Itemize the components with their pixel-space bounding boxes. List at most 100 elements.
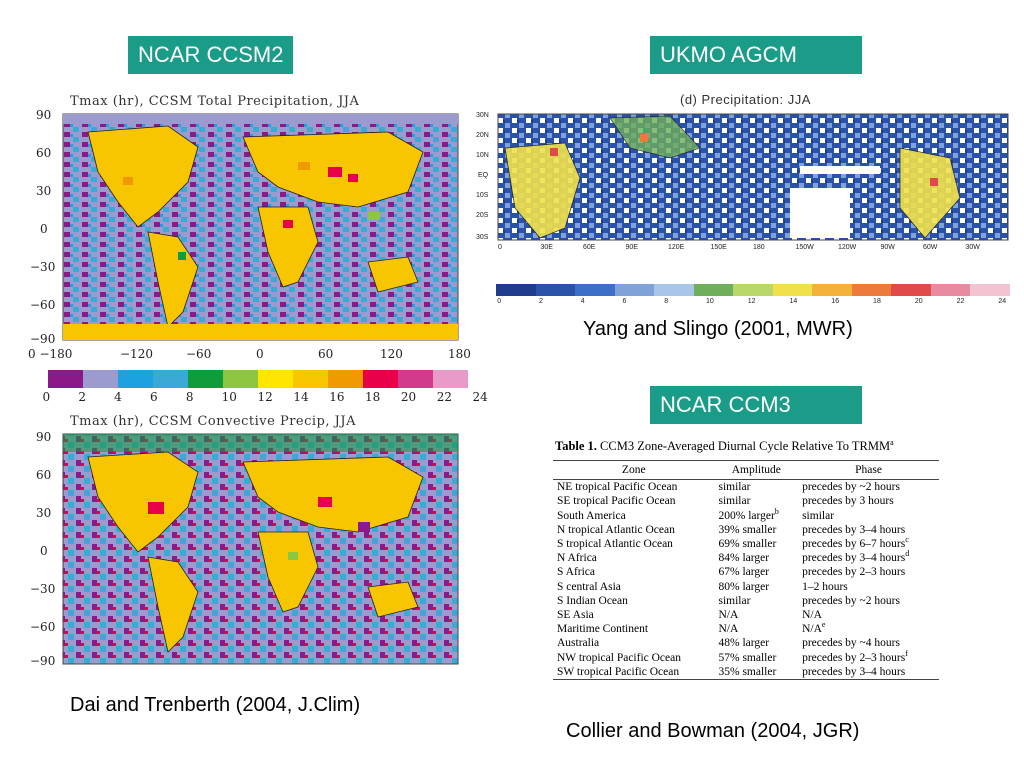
header-zone: Zone [553, 459, 715, 481]
cell-text: precedes by ~2 hours [802, 594, 900, 607]
colorbar-label: 16 [831, 298, 840, 305]
colorbar-label: 10 [221, 390, 237, 404]
zone-cell: SE Asia [553, 608, 715, 622]
colorbar-label: 8 [664, 298, 669, 305]
cell-text: N/A [802, 609, 822, 622]
colorbar-swatch [535, 284, 576, 296]
cell-text: SE tropical Pacific Ocean [557, 495, 676, 508]
amplitude-cell: 35% smaller [714, 664, 799, 681]
colorbar-swatch [812, 284, 852, 296]
phase-cell: precedes by 3–4 hours [798, 523, 939, 537]
cell-text: NE tropical Pacific Ocean [557, 481, 678, 494]
ukmo-precip-map [497, 113, 1009, 241]
colorbar-label: 6 [150, 390, 158, 404]
zone-cell: S Indian Ocean [553, 594, 715, 608]
lat-tick: 0 [40, 544, 48, 558]
lat-tick: 0 [40, 222, 48, 236]
cell-text: 200% larger [718, 509, 775, 522]
colorbar-label: 6 [622, 298, 627, 305]
cell-text: 1–2 hours [802, 580, 848, 593]
cell-text: similar [718, 495, 751, 508]
phase-cell: 1–2 hours [798, 580, 939, 594]
phase-cell: precedes by ~4 hours [798, 636, 939, 650]
phase-cell: precedes by 3–4 hours [798, 664, 939, 681]
colorbar-swatch [772, 284, 813, 296]
ccsm-total-precip-figure: Tmax (hr), CCSM Total Precipitation, JJA… [28, 92, 478, 364]
lat-tick: −30 [30, 260, 56, 274]
amplitude-cell: 48% larger [715, 636, 799, 650]
cell-text: precedes by 2–3 hours [802, 651, 906, 664]
cell-text: 69% smaller [718, 538, 777, 551]
colorbar-label: 24 [998, 298, 1007, 305]
amplitude-cell: similar [715, 494, 799, 508]
colorbar-label: 8 [185, 390, 194, 404]
lon-tick: 30W [965, 244, 980, 251]
zone-cell: NW tropical Pacific Ocean [553, 651, 715, 665]
cell-text: 57% smaller [718, 651, 777, 664]
table-row: SE tropical Pacific Ocean similar precedes… [553, 494, 939, 508]
cell-text: precedes by 2–3 hours [802, 566, 906, 579]
cell-text: Maritime Continent [557, 623, 649, 636]
lat-tick: 30 [36, 506, 52, 520]
lon-tick: 0 [498, 244, 502, 251]
ncar-ccsm2-badge: NCAR CCSM2 [128, 36, 294, 74]
cell-text: precedes by 3–4 hours [802, 665, 906, 678]
amplitude-cell: 67% larger [715, 565, 799, 579]
lon-tick: 30E [540, 244, 553, 251]
cell-text: S tropical Atlantic Ocean [557, 538, 673, 551]
lat-tick: 90 [36, 108, 52, 122]
lon-tick: 120E [668, 244, 685, 251]
amplitude-cell: N/A [715, 608, 799, 622]
amplitude-cell: 80% larger [715, 580, 799, 594]
zone-cell: SE tropical Pacific Ocean [553, 494, 715, 508]
amplitude-cell: 69% smaller [715, 537, 799, 551]
table-row: NE tropical Pacific Ocean similar precedes… [553, 480, 939, 495]
cell-text: N/A [718, 609, 739, 622]
cell-text: SW tropical Pacific Ocean [557, 665, 680, 678]
colorbar-label: 4 [114, 390, 122, 404]
cell-text: N/A [802, 623, 822, 636]
colorbar-swatch [575, 284, 615, 296]
lon-tick: 90E [625, 244, 638, 251]
footnote-marker: b [774, 506, 779, 516]
zone-cell: SW tropical Pacific Ocean [553, 664, 715, 681]
map-title: Tmax (hr), CCSM Convective Precip, JJA [70, 414, 356, 429]
cell-text: South America [557, 509, 626, 522]
lat-tick: 30S [476, 234, 489, 241]
table-row: NW tropical Pacific Ocean 57% smaller prec… [553, 649, 939, 665]
colorbar-swatch [258, 370, 293, 388]
cell-text: 35% smaller [718, 665, 777, 678]
lat-tick: −30 [30, 582, 56, 596]
colorbar-label: 18 [873, 298, 881, 305]
footnote-marker: d [905, 549, 910, 559]
colorbar-swatch [693, 284, 734, 296]
colorbar-label: 0 [497, 298, 502, 305]
dai-trenberth-caption: Dai and Trenberth (2004, J.Clim) [70, 694, 361, 716]
lon-tick: 60W [923, 244, 938, 251]
zone-cell: NE tropical Pacific Ocean [553, 480, 715, 495]
lat-tick: 20S [476, 212, 489, 219]
phase-cell: precedes by ~2 hours [798, 480, 939, 495]
ncar-ccm3-badge: NCAR CCM3 [650, 386, 862, 424]
ukmo-colorbar [496, 284, 1010, 296]
lon-tick: −60 [186, 347, 212, 361]
lat-tick: 10N [476, 152, 489, 159]
colorbar-label: 14 [293, 390, 309, 404]
ccsm-colorbar-labels: 0 2 4 6 8 10 12 14 16 18 20 22 24 [38, 390, 487, 406]
amplitude-cell: N/A [715, 622, 799, 636]
colorbar-swatch [293, 370, 328, 388]
cell-text: Australia [557, 637, 600, 650]
phase-cell: precedes by ~2 hours [798, 594, 939, 608]
amplitude-cell: similar [715, 594, 799, 608]
lon-tick: 90W [880, 244, 895, 251]
lon-tick: 0 −180 [28, 347, 73, 361]
table-caption-text: CCM3 Zone-Averaged Diurnal Cycle Relativ… [600, 439, 891, 453]
phase-cell: precedes by 2–3 hoursf [798, 649, 939, 665]
cell-text: SE Asia [557, 609, 594, 622]
cell-text: N Africa [557, 552, 597, 565]
collier-bowman-caption: Collier and Bowman (2004, JGR) [566, 720, 860, 742]
colorbar-label: 22 [956, 298, 965, 305]
colorbar-swatch [328, 370, 363, 388]
zone-cell: N Africa [553, 551, 715, 565]
colorbar-swatch [930, 284, 971, 296]
